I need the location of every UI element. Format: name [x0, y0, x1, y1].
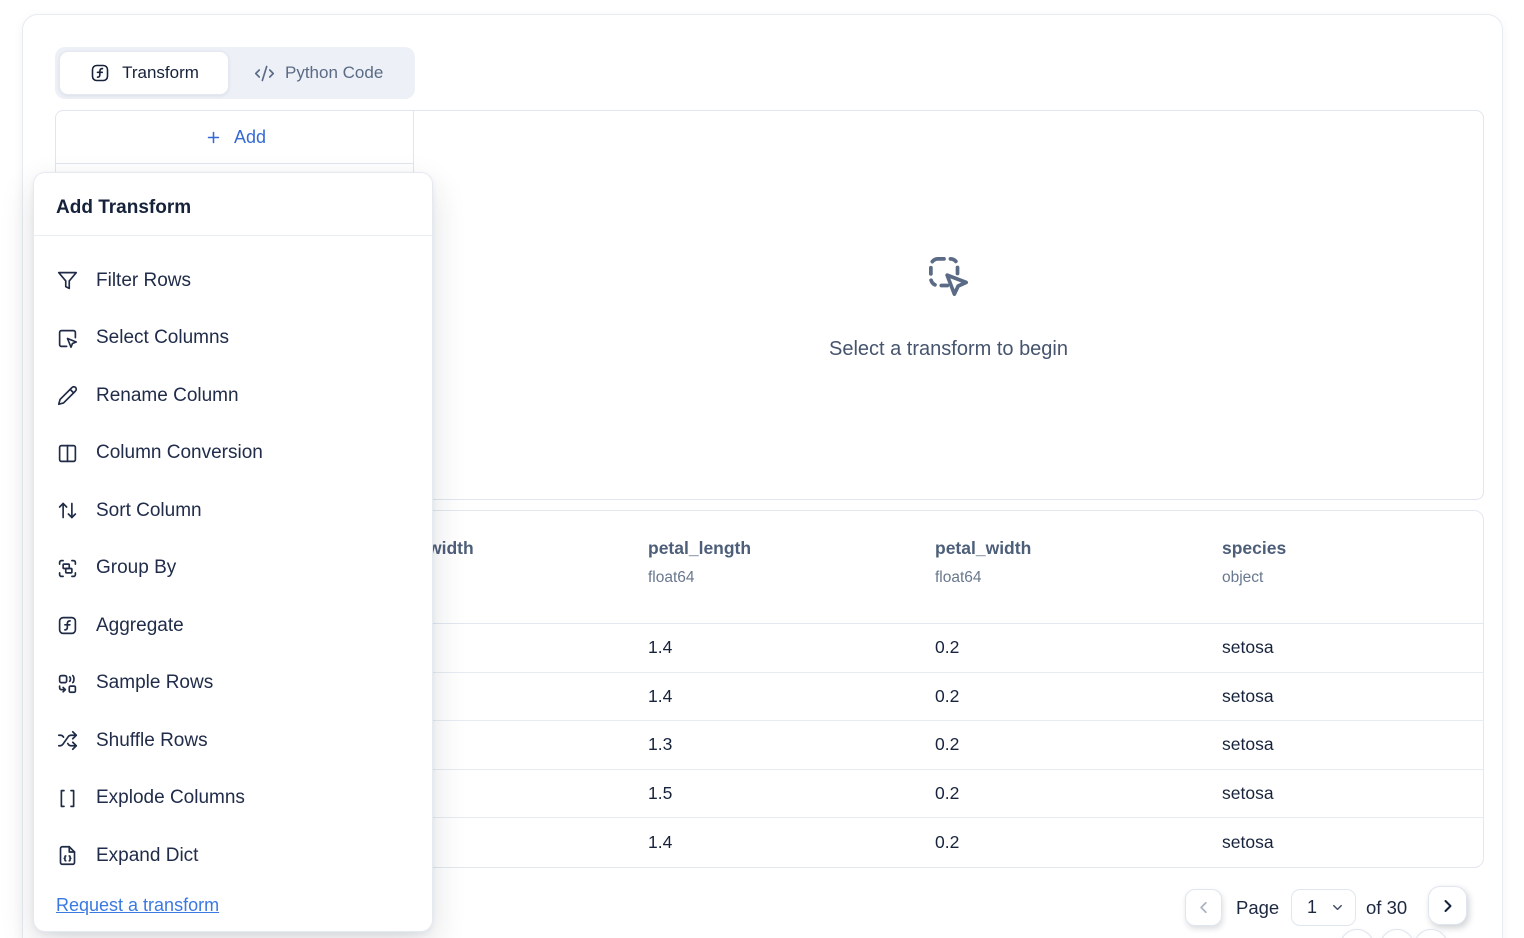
menu-divider	[34, 235, 432, 236]
menu-item-label: Group By	[96, 557, 177, 579]
table-row: 1.3 0.2 setosa	[56, 721, 1483, 770]
menu-item-sort-column[interactable]: Sort Column	[34, 482, 432, 540]
function-square-icon	[56, 615, 78, 636]
column-header: width	[428, 538, 474, 558]
chevron-left-icon	[1194, 898, 1213, 917]
function-square-icon	[89, 63, 111, 83]
menu-item-sample-rows[interactable]: Sample Rows	[34, 655, 432, 713]
menu-item-label: Aggregate	[96, 614, 184, 636]
menu-item-label: Shuffle Rows	[96, 729, 208, 751]
menu-item-rename-column[interactable]: Rename Column	[34, 367, 432, 425]
view-tabbar: Transform Python Code	[55, 47, 416, 99]
menu-item-label: Expand Dict	[96, 844, 199, 866]
menu-list: Filter Rows Select Columns Rename Column…	[34, 236, 432, 916]
tab-python-code[interactable]: Python Code	[229, 63, 411, 84]
menu-item-label: Filter Rows	[96, 269, 192, 291]
menu-item-group-by[interactable]: Group By	[34, 540, 432, 598]
menu-title: Add Transform	[56, 197, 192, 218]
add-transform-menu: Add Transform Filter Rows Select Columns	[33, 172, 433, 932]
chevron-down-icon	[1330, 900, 1345, 915]
add-transform-button[interactable]: Add	[56, 111, 413, 164]
menu-item-expand-dict[interactable]: Expand Dict	[34, 827, 432, 885]
page-total-label: of 30	[1366, 897, 1408, 918]
tab-transform[interactable]: Transform	[59, 51, 229, 95]
column-header: species object	[1222, 538, 1287, 586]
prev-page-button[interactable]	[1185, 889, 1222, 926]
request-transform-link[interactable]: Request a transform	[56, 894, 220, 915]
tab-transform-label: Transform	[122, 63, 199, 82]
menu-item-shuffle-rows[interactable]: Shuffle Rows	[34, 712, 432, 770]
table-row: 1.4 0.2 setosa	[56, 624, 1483, 673]
cursor-select-icon	[925, 253, 972, 300]
table-row: 1.4 0.2 setosa	[648, 832, 1274, 853]
page-select-value: 1	[1307, 897, 1318, 917]
filter-icon	[56, 270, 78, 291]
menu-item-explode-columns[interactable]: Explode Columns	[34, 770, 432, 828]
columns-icon	[56, 443, 78, 464]
shuffle-icon	[56, 730, 78, 751]
sort-arrows-icon	[56, 500, 78, 521]
menu-item-label: Explode Columns	[96, 787, 245, 809]
sample-rows-icon	[56, 673, 78, 694]
expand-dict-icon	[56, 845, 78, 866]
menu-item-aggregate[interactable]: Aggregate	[34, 597, 432, 655]
empty-state: Select a transform to begin	[414, 111, 1483, 499]
menu-item-label: Sample Rows	[96, 672, 214, 694]
column-header: petal_width float64	[935, 538, 1032, 586]
table-row: 1.4 0.2 setosa	[56, 673, 1483, 722]
tab-python-code-label: Python Code	[285, 63, 384, 82]
column-header: petal_length float64	[648, 538, 752, 586]
table-header-row: width petal_length float64 petal_width f…	[56, 511, 1483, 624]
menu-item-column-conversion[interactable]: Column Conversion	[34, 425, 432, 483]
menu-item-label: Column Conversion	[96, 442, 263, 464]
chevron-right-icon	[1438, 896, 1458, 916]
add-button-label: Add	[233, 126, 267, 147]
menu-item-label: Sort Column	[96, 499, 202, 521]
page-select[interactable]: 1	[1291, 889, 1356, 926]
plus-icon	[203, 129, 225, 146]
group-icon	[56, 558, 78, 579]
select-columns-icon	[56, 328, 78, 349]
code-icon	[253, 63, 275, 84]
next-page-button[interactable]	[1428, 886, 1467, 925]
menu-item-filter-rows[interactable]: Filter Rows	[34, 252, 432, 310]
empty-state-message: Select a transform to begin	[828, 338, 1068, 360]
page-label: Page	[1236, 897, 1280, 918]
menu-item-select-columns[interactable]: Select Columns	[34, 310, 432, 368]
brackets-icon	[56, 788, 78, 809]
menu-item-label: Select Columns	[96, 327, 230, 349]
menu-item-label: Rename Column	[96, 384, 239, 406]
table-row: 1.5 0.2 setosa	[56, 770, 1483, 819]
pencil-icon	[56, 385, 78, 406]
